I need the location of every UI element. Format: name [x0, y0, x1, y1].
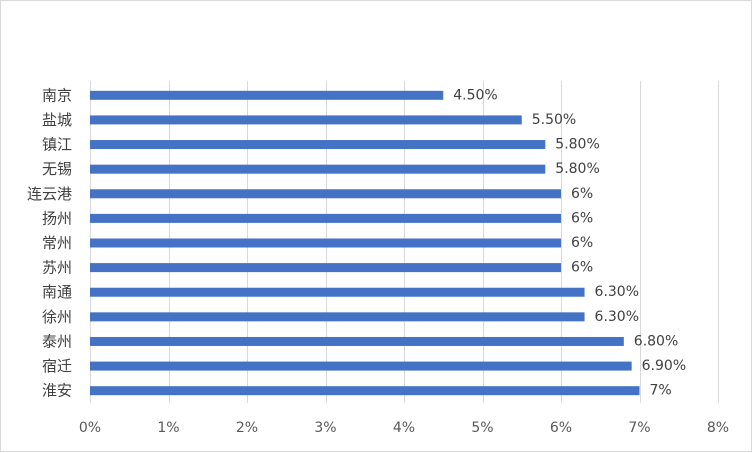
category-label: 苏州 — [42, 259, 72, 277]
bar — [90, 361, 632, 371]
category-label: 扬州 — [42, 209, 72, 227]
category-label: 无锡 — [42, 160, 72, 178]
data-labels: 4.50%5.50%5.80%5.80%6%6%6%6%6.30%6.30%6.… — [453, 87, 686, 398]
data-label: 4.50% — [453, 87, 497, 103]
bar — [90, 287, 585, 297]
category-label: 泰州 — [42, 332, 72, 350]
data-label: 6.30% — [595, 309, 639, 325]
x-tick-label: 3% — [314, 420, 336, 436]
category-label: 常州 — [42, 234, 72, 252]
bar — [90, 336, 624, 346]
data-label: 5.80% — [555, 161, 599, 177]
x-tick-label: 1% — [157, 420, 179, 436]
x-tick-label: 6% — [550, 420, 572, 436]
bar — [90, 312, 585, 322]
bars — [90, 90, 640, 396]
category-label: 南京 — [42, 86, 72, 104]
bar — [90, 263, 561, 273]
bar — [90, 386, 640, 396]
bar — [90, 115, 522, 125]
category-label: 盐城 — [42, 111, 72, 129]
bar — [90, 213, 561, 223]
category-label: 淮安 — [42, 382, 72, 400]
x-tick-labels: 0% 1% 2% 3% 4% 5% 6% 7% 8% — [79, 420, 729, 436]
x-tick-label: 4% — [393, 420, 415, 436]
bar — [90, 238, 561, 248]
data-label: 5.80% — [555, 137, 599, 153]
category-label: 宿迁 — [42, 357, 72, 375]
x-tick-label: 0% — [79, 420, 101, 436]
category-label: 连云港 — [27, 185, 72, 203]
data-label: 6.80% — [634, 333, 678, 349]
category-label: 徐州 — [42, 308, 72, 326]
x-tick-label: 7% — [628, 420, 650, 436]
data-label: 6% — [571, 186, 593, 202]
data-label: 6% — [571, 260, 593, 276]
x-tick-label: 2% — [236, 420, 258, 436]
bar — [90, 90, 444, 100]
category-label: 南通 — [42, 283, 72, 301]
bar — [90, 140, 546, 150]
x-tick-label: 5% — [471, 420, 493, 436]
data-label: 6.30% — [595, 284, 639, 300]
x-tick-label: 8% — [707, 420, 729, 436]
data-label: 6% — [571, 210, 593, 226]
data-label: 7% — [650, 383, 672, 399]
data-label: 5.50% — [532, 112, 576, 128]
bar — [90, 164, 546, 174]
category-label: 镇江 — [42, 136, 72, 154]
data-label: 6.90% — [642, 358, 686, 374]
bar — [90, 189, 561, 199]
data-label: 6% — [571, 235, 593, 251]
